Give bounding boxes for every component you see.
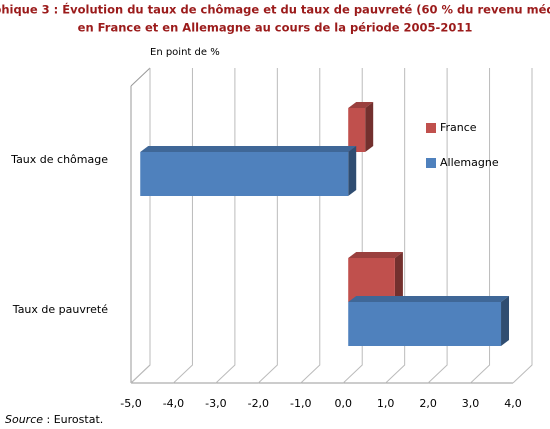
- source-label: Source: [5, 413, 43, 426]
- legend-swatch: [426, 158, 436, 168]
- x-tick-label: -5,0: [120, 397, 141, 410]
- x-tick-label: 1,0: [377, 397, 395, 410]
- bar-face: [365, 102, 374, 152]
- x-tick-label: -3,0: [205, 397, 226, 410]
- grid-line: [215, 68, 236, 384]
- bar-face: [348, 296, 510, 302]
- bar: [348, 252, 403, 302]
- source: Source : Eurostat.: [5, 413, 103, 426]
- bar: [348, 296, 510, 346]
- wall: [130, 67, 151, 87]
- grid-line: [300, 68, 321, 384]
- x-tick-label: 2,0: [419, 397, 437, 410]
- grid-line: [427, 68, 448, 384]
- chart-title: Graphique 3 : Évolution du taux de chôma…: [0, 2, 550, 17]
- y-tick-label: Taux de chômage: [10, 153, 108, 166]
- grid-line: [173, 68, 193, 384]
- bar-face: [140, 152, 349, 196]
- x-tick-label: 4,0: [504, 397, 522, 410]
- legend-label: Allemagne: [440, 156, 499, 169]
- grid-line: [512, 68, 533, 384]
- bar-face: [348, 258, 395, 302]
- grid-line: [470, 68, 491, 384]
- bar-face: [348, 108, 366, 152]
- bar-face: [348, 252, 403, 258]
- x-tick-label: -4,0: [163, 397, 184, 410]
- x-tick-label: 3,0: [462, 397, 480, 410]
- bar-face: [501, 296, 510, 346]
- bar-face: [140, 146, 357, 152]
- grid-line: [257, 68, 278, 384]
- source-text: : Eurostat.: [43, 413, 103, 426]
- x-tick-label: 0,0: [334, 397, 352, 410]
- legend-label: France: [440, 121, 477, 134]
- bar-face: [348, 146, 357, 196]
- bar-face: [394, 252, 403, 302]
- bar: [140, 146, 357, 196]
- y-tick-label: Taux de pauvreté: [12, 303, 108, 316]
- axis-label: En point de %: [150, 47, 220, 58]
- x-tick-label: -1,0: [290, 397, 311, 410]
- legend-swatch: [426, 123, 436, 133]
- x-tick-label: -2,0: [248, 397, 269, 410]
- bar-face: [348, 102, 374, 108]
- chart-title: en France et en Allemagne au cours de la…: [78, 21, 473, 35]
- grid-line: [385, 68, 406, 384]
- grid-line: [342, 68, 363, 384]
- bar-face: [348, 302, 502, 346]
- bar: [348, 102, 374, 152]
- grid-line: [130, 68, 151, 384]
